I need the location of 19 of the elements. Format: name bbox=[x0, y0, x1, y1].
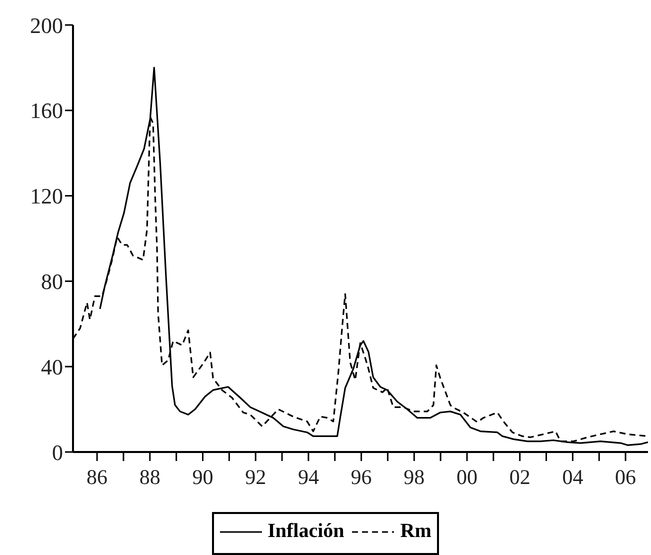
x-tick-label: 02 bbox=[509, 465, 530, 489]
x-tick-label: 86 bbox=[86, 465, 108, 489]
x-tick-label: 98 bbox=[404, 465, 425, 489]
x-tick-label: 96 bbox=[350, 465, 372, 489]
y-tick-label: 0 bbox=[52, 440, 63, 465]
x-tick-label: 00 bbox=[456, 465, 478, 489]
y-tick-label: 120 bbox=[30, 184, 63, 209]
x-tick-label: 06 bbox=[615, 465, 636, 489]
y-tick-label: 160 bbox=[30, 98, 63, 124]
legend-label: Rm bbox=[400, 520, 432, 543]
x-tick-label: 94 bbox=[298, 465, 320, 489]
x-tick-label: 92 bbox=[245, 465, 266, 489]
y-tick-label: 80 bbox=[41, 269, 63, 294]
y-tick-label: 200 bbox=[30, 12, 63, 38]
x-tick-label: 04 bbox=[562, 465, 584, 489]
x-tick-label: 88 bbox=[139, 465, 160, 489]
x-tick-label: 90 bbox=[192, 465, 214, 489]
legend-label: Inflación bbox=[268, 520, 344, 543]
y-tick-label: 40 bbox=[41, 354, 63, 380]
